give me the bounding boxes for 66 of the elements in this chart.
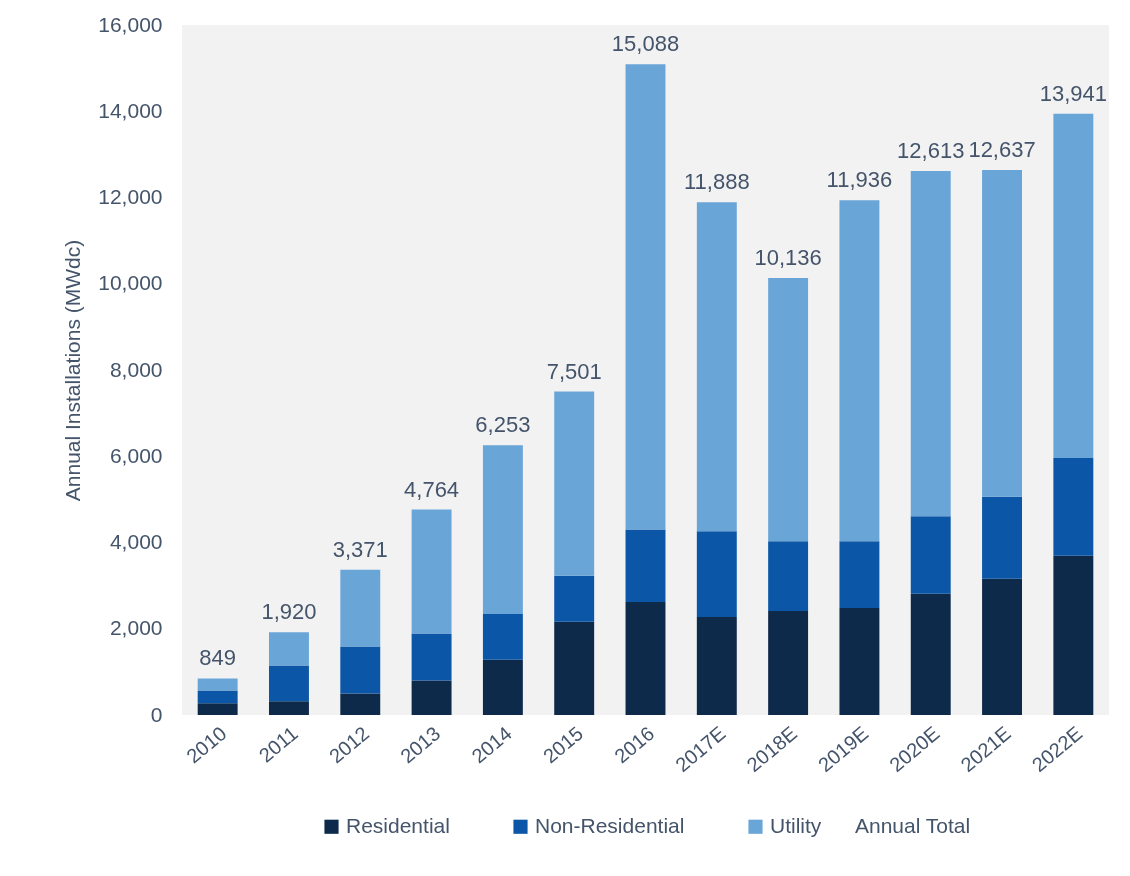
y-tick-label: 4,000 [109, 530, 163, 553]
y-tick-label: 10,000 [98, 271, 163, 295]
total-label: 12,637 [968, 137, 1036, 163]
bar [197, 690, 238, 704]
bar [982, 496, 1022, 579]
bar [768, 541, 809, 612]
bar [982, 170, 1022, 497]
total-label: 3,371 [332, 536, 388, 562]
y-axis-title: Annual Installations (MWdc) [61, 239, 85, 502]
total-label: 11,936 [826, 167, 893, 193]
bar [839, 608, 880, 715]
bar [625, 602, 666, 715]
bar [482, 445, 523, 615]
bar [839, 200, 880, 542]
bar [625, 64, 666, 530]
bar [411, 509, 452, 634]
bar [340, 569, 381, 647]
bar [625, 529, 666, 603]
y-tick-label: 0 [150, 702, 163, 726]
y-tick-label: 12,000 [98, 185, 163, 208]
total-label: 6,253 [475, 412, 531, 438]
total-label: 1,920 [261, 599, 317, 625]
bar [1053, 457, 1094, 556]
bar [269, 632, 309, 666]
bar [768, 611, 809, 715]
y-tick-label: 16,000 [98, 12, 163, 36]
bar [839, 541, 880, 609]
bar [411, 633, 452, 681]
bar [197, 703, 238, 715]
bar [696, 617, 737, 715]
bar [982, 578, 1022, 715]
bar [482, 659, 523, 715]
y-tick-label: 6,000 [109, 443, 163, 467]
total-label: 10,136 [754, 244, 822, 270]
y-tick-label: 2,000 [109, 616, 163, 640]
bar [1053, 113, 1094, 458]
total-label: 12,613 [897, 138, 965, 164]
bar [768, 277, 809, 542]
bar [340, 693, 381, 715]
bar [197, 678, 238, 691]
bar [554, 575, 595, 622]
text: Annual Total [855, 813, 971, 837]
bar [554, 391, 595, 576]
bar [696, 531, 737, 618]
bar [340, 646, 381, 694]
bar [269, 665, 309, 702]
y-tick-label: 14,000 [98, 98, 163, 122]
legend-label: Utility [770, 813, 822, 837]
legend-label: Residential [346, 813, 450, 837]
total-label: 4,764 [404, 476, 460, 502]
total-label: 15,088 [611, 31, 680, 57]
bar [1053, 555, 1094, 715]
bar [269, 701, 309, 715]
total-label: 11,888 [683, 169, 750, 195]
bar [482, 614, 523, 660]
total-label: 7,501 [546, 358, 602, 384]
bar [411, 680, 452, 715]
bar [696, 202, 737, 532]
total-label: 849 [199, 645, 237, 671]
y-tick-label: 8,000 [109, 357, 163, 381]
bar [910, 593, 951, 715]
bar [910, 516, 951, 594]
legend-label: Non-Residential [535, 813, 685, 837]
total-label: 13,941 [1039, 80, 1107, 106]
bar [910, 171, 951, 517]
bar [554, 621, 595, 715]
